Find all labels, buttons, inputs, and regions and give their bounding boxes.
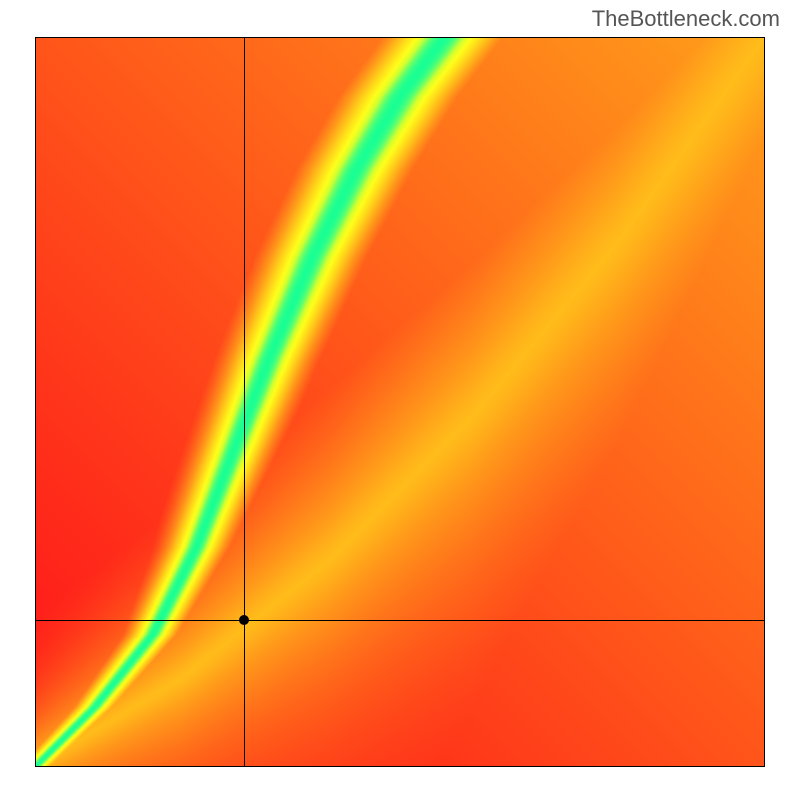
chart-container: TheBottleneck.com: [0, 0, 800, 800]
crosshair-horizontal: [36, 620, 764, 621]
crosshair-marker: [239, 615, 249, 625]
plot-area: [36, 38, 764, 766]
crosshair-vertical: [244, 38, 245, 766]
heatmap-canvas: [36, 38, 764, 766]
plot-frame: [35, 37, 765, 767]
watermark-text: TheBottleneck.com: [592, 6, 780, 32]
